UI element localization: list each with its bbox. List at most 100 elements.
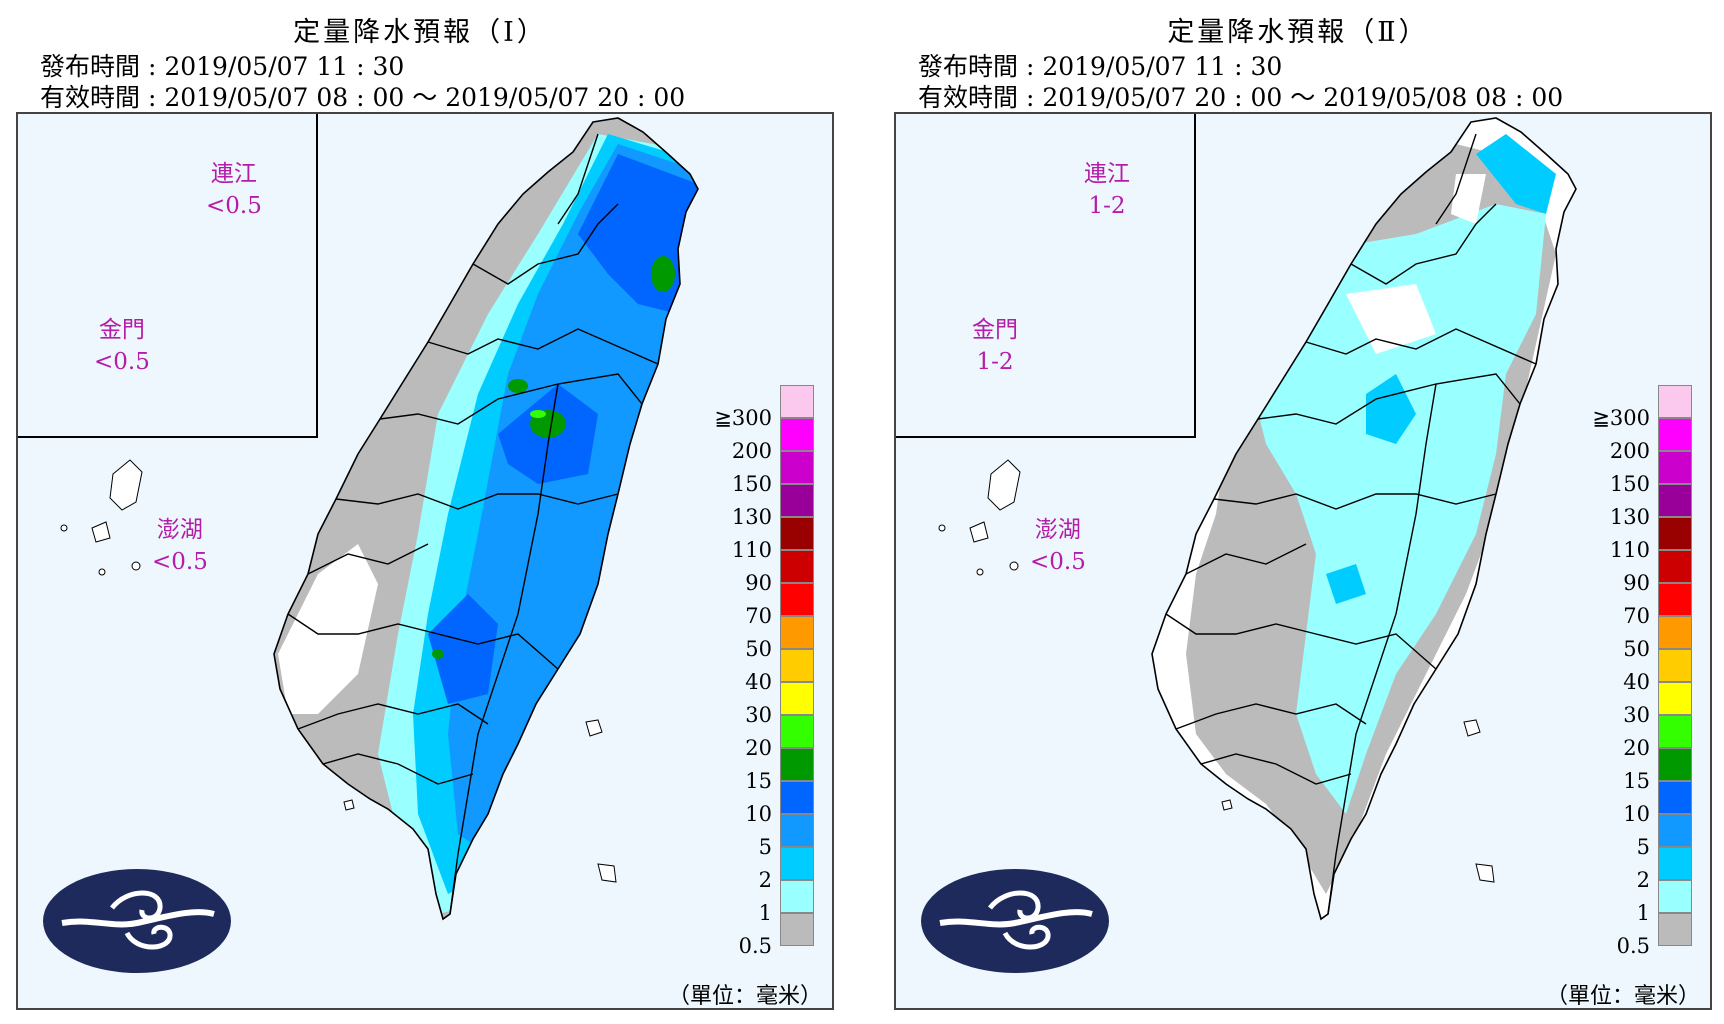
penghu-value: <0.5	[152, 549, 208, 575]
legend-level-label: 20	[1623, 736, 1650, 760]
legend-swatch	[780, 550, 814, 583]
legend-level-label: 200	[1609, 439, 1650, 463]
legend-swatch	[780, 748, 814, 781]
valid-time-value: 2019/05/07 20 : 00 ～ 2019/05/08 08 : 00	[1042, 83, 1564, 112]
legend-level-label: 15	[1623, 769, 1650, 793]
legend-level-label: 15	[745, 769, 772, 793]
legend-level-label: 5	[758, 835, 772, 859]
legend-swatch	[780, 814, 814, 847]
issue-time-label: 發布時間	[918, 52, 1019, 81]
legend-swatch	[780, 484, 814, 517]
cwb-logo	[921, 869, 1109, 973]
legend-level-label: 90	[745, 571, 772, 595]
matsu-name: 連江	[210, 161, 257, 187]
forecast-panel-2: 定量降水預報（Ⅱ） 發布時間 : 2019/05/07 11 : 30 有效時間…	[878, 0, 1724, 1024]
legend-level-label: 2	[1636, 868, 1650, 892]
legend-swatch	[1658, 385, 1692, 418]
penghu-islands	[60, 459, 143, 576]
legend-level-label: 30	[745, 703, 772, 727]
legend-swatch	[780, 682, 814, 715]
legend-swatch	[780, 385, 814, 418]
legend-level-label: 30	[1623, 703, 1650, 727]
unit-label: （單位：毫米）	[1546, 984, 1701, 1009]
penghu-label: 澎湖 <0.5	[152, 514, 208, 578]
legend-swatch	[780, 847, 814, 880]
legend-swatch	[1658, 418, 1692, 451]
matsu-value: <0.5	[206, 193, 262, 219]
legend-swatch	[780, 517, 814, 550]
issue-time-line: 發布時間 : 2019/05/07 11 : 30	[918, 52, 1283, 81]
legend-swatch	[1658, 583, 1692, 616]
legend-swatch	[780, 781, 814, 814]
legend-level-label: 2	[758, 868, 772, 892]
forecast-panel-1: 定量降水預報（Ⅰ） 發布時間 : 2019/05/07 11 : 30 有效時間…	[16, 17, 834, 1010]
rainfall-legend: ≧300 200 150 130 110 90 70 50 40 30 20 15 10 5 2 1 0.5	[714, 385, 876, 985]
legend-level-label: 1	[1636, 901, 1650, 925]
valid-time-label: 有效時間	[918, 83, 1019, 112]
legend-level-label: 40	[745, 670, 772, 694]
liuqiu-island	[1221, 799, 1233, 811]
issue-time-line: 發布時間 : 2019/05/07 11 : 30	[40, 52, 405, 81]
matsu-value: 1-2	[1088, 193, 1126, 219]
legend-swatch	[1658, 451, 1692, 484]
kinmen-label: 金門 <0.5	[94, 314, 150, 378]
legend-level-label: 200	[731, 439, 772, 463]
legend-level-label: 110	[731, 538, 772, 562]
matsu-label: 連江 <0.5	[206, 158, 262, 222]
legend-swatch	[1658, 484, 1692, 517]
green-island-south	[1475, 863, 1495, 883]
legend-swatch	[1658, 847, 1692, 880]
legend-swatch	[780, 880, 814, 913]
legend-level-label: ≧300	[1592, 406, 1650, 430]
legend-level-label: 130	[1609, 505, 1650, 529]
map-frame: 連江 1-2 金門 1-2 澎湖 <0.5	[894, 112, 1712, 1010]
legend-swatch	[1658, 517, 1692, 550]
legend-swatch	[780, 616, 814, 649]
legend-swatch	[1658, 649, 1692, 682]
legend-level-label: 40	[1623, 670, 1650, 694]
legend-level-label: 150	[731, 472, 772, 496]
legend-swatch	[780, 913, 814, 946]
issue-time-value: 2019/05/07 11 : 30	[1042, 52, 1283, 81]
county-boundaries	[287, 133, 659, 915]
legend-swatch	[1658, 550, 1692, 583]
kinmen-value: 1-2	[976, 349, 1014, 375]
legend-level-label: 20	[745, 736, 772, 760]
kinmen-value: <0.5	[94, 349, 150, 375]
cwb-logo	[43, 869, 231, 973]
legend-swatch	[780, 583, 814, 616]
legend-level-label: 1	[758, 901, 772, 925]
kinmen-name: 金門	[972, 317, 1018, 343]
issue-time-label: 發布時間	[40, 52, 141, 81]
legend-level-label: ≧300	[714, 406, 772, 430]
valid-time-label: 有效時間	[40, 83, 141, 112]
legend-level-label: 110	[1609, 538, 1650, 562]
legend-level-label: 0.5	[1616, 934, 1650, 958]
legend-level-label: 0.5	[738, 934, 772, 958]
penghu-label: 澎湖 <0.5	[1030, 514, 1086, 578]
legend-swatch	[780, 649, 814, 682]
matsu-name: 連江	[1084, 161, 1130, 187]
rainfall-fill	[274, 118, 698, 919]
legend-swatch	[1658, 748, 1692, 781]
valid-time-line: 有效時間 : 2019/05/07 08 : 00 ～ 2019/05/07 2…	[40, 83, 686, 112]
offshore-islands-inset: 連江 <0.5 金門 <0.5	[18, 114, 318, 438]
legend-level-label: 10	[1623, 802, 1650, 826]
legend-swatch	[1658, 616, 1692, 649]
penghu-value: <0.5	[1030, 549, 1086, 575]
legend-swatch	[1658, 682, 1692, 715]
orchid-island	[1463, 719, 1481, 737]
rainfall-fill	[1152, 118, 1576, 919]
unit-label: （單位：毫米）	[668, 984, 823, 1009]
penghu-islands	[938, 459, 1021, 576]
valid-time-line: 有效時間 : 2019/05/07 20 : 00 ～ 2019/05/08 0…	[918, 83, 1564, 112]
legend-level-label: 70	[745, 604, 772, 628]
legend-swatch	[780, 451, 814, 484]
kinmen-label: 金門 1-2	[972, 314, 1018, 378]
taiwan-rainfall-map	[18, 114, 699, 920]
legend-swatch	[780, 418, 814, 451]
rainfall-legend: ≧300 200 150 130 110 90 70 50 40 30 20 15 10 5 2 1 0.5	[1592, 385, 1724, 985]
legend-level-label: 50	[1623, 637, 1650, 661]
legend-level-label: 5	[1636, 835, 1650, 859]
valid-time-value: 2019/05/07 08 : 00 ～ 2019/05/07 20 : 00	[164, 83, 686, 112]
